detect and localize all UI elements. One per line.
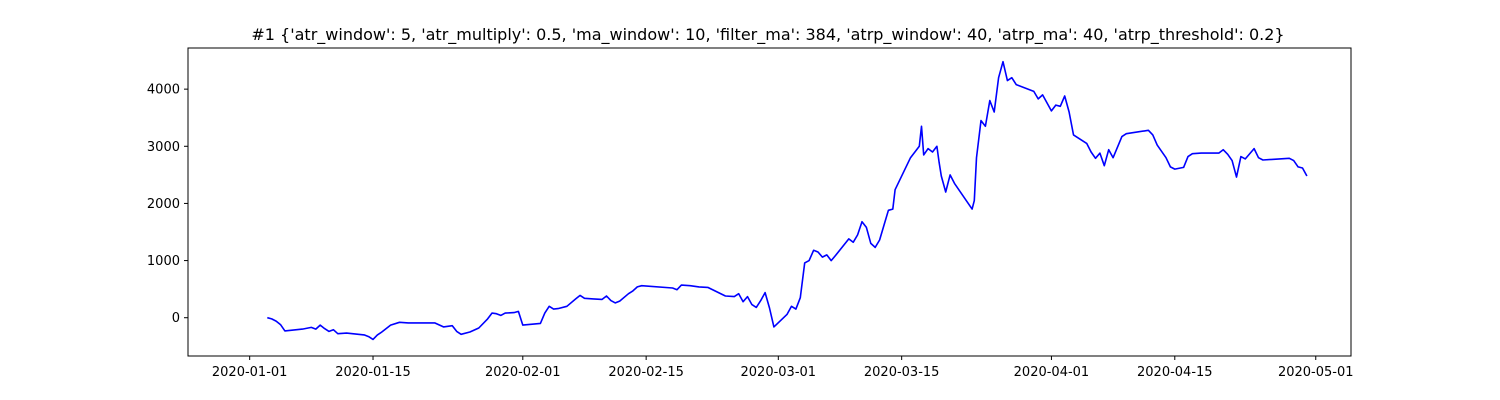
series-line	[267, 60, 1308, 341]
y-tick-label: 0	[172, 311, 180, 326]
y-tick-label: 1000	[147, 254, 180, 269]
x-tick-label: 2020-04-01	[1014, 365, 1090, 380]
x-tick-label: 2020-01-01	[212, 365, 288, 380]
x-tick-label: 2020-05-01	[1278, 365, 1354, 380]
chart-title: #1 {'atr_window': 5, 'atr_multiply': 0.5…	[251, 25, 1284, 45]
plot-frame	[187, 47, 1352, 357]
y-tick-label: 3000	[147, 140, 180, 155]
x-tick-label: 2020-02-01	[485, 365, 561, 380]
series-layer	[267, 60, 1308, 341]
y-tick-label: 2000	[147, 197, 180, 212]
x-tick-label: 2020-03-15	[864, 365, 940, 380]
x-tick-label: 2020-02-15	[608, 365, 684, 380]
x-tick-label: 2020-04-15	[1137, 365, 1213, 380]
y-axis: 0 1000 2000 3000 4000	[147, 83, 188, 326]
plot-area	[187, 47, 1352, 357]
y-tick-label: 4000	[147, 83, 180, 98]
x-axis: 2020-01-01 2020-01-15 2020-02-01 2020-02-15…	[212, 356, 1354, 380]
x-tick-label: 2020-01-15	[335, 365, 411, 380]
x-tick-label: 2020-03-01	[741, 365, 817, 380]
